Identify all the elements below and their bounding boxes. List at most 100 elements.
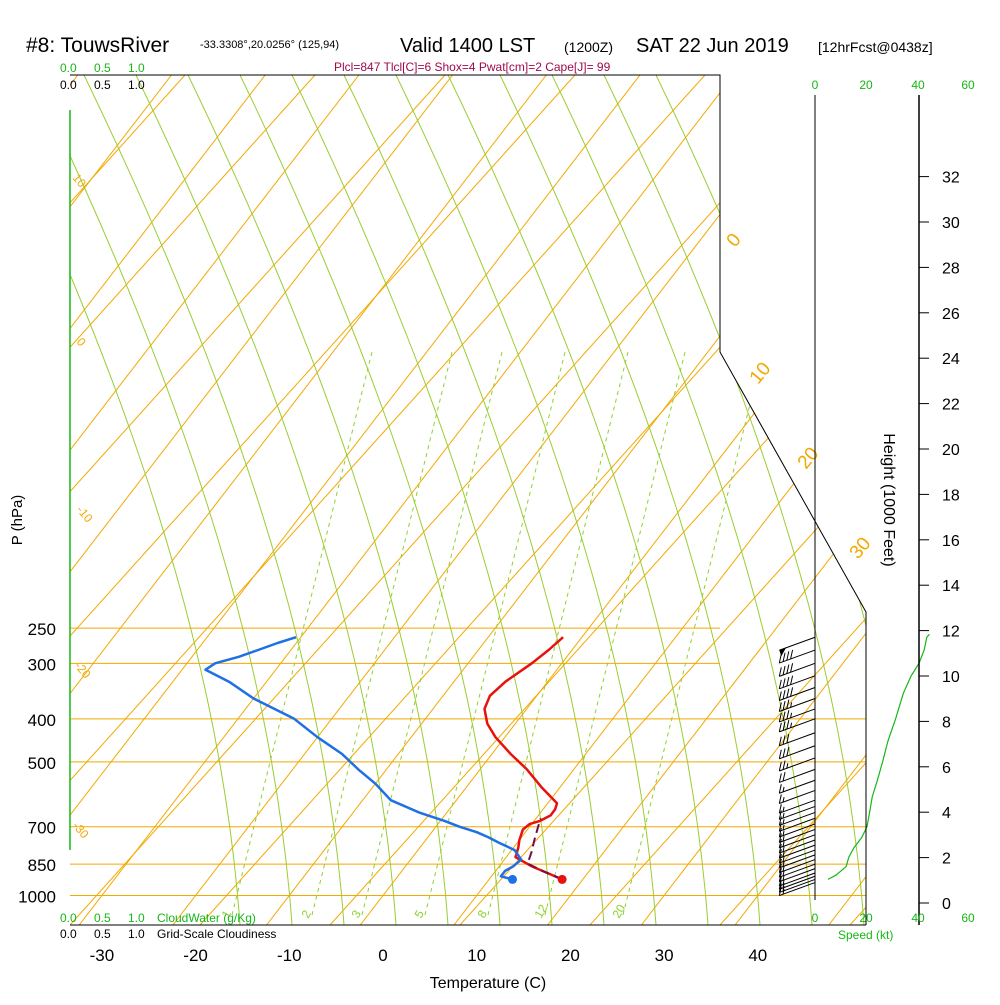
temperature-tick-label: 40 (748, 946, 767, 965)
wind-barb-staff (779, 687, 816, 701)
wind-barb-staff (779, 662, 816, 677)
wind-barb-full (778, 858, 782, 869)
height-tick-label: 12 (942, 624, 960, 641)
dry-adiabat-line (70, 75, 836, 925)
wind-barb (778, 732, 816, 747)
isotherm-line (640, 75, 866, 925)
wind-barb-pennant (779, 647, 787, 657)
wind-barb-staff (779, 868, 816, 883)
height-tick-label: 24 (942, 351, 960, 368)
wind-barb-half (782, 786, 785, 792)
mixing-ratio-line (231, 351, 373, 916)
wind-barb-staff (779, 789, 816, 804)
height-tick-label: 4 (942, 805, 951, 822)
height-tick-label: 0 (942, 896, 951, 913)
wind-barb-half (782, 830, 785, 836)
moist-adiabat-line (239, 75, 501, 925)
wind-barb-full (778, 876, 782, 887)
wind-barb (778, 675, 816, 690)
wind-barb-full (778, 804, 782, 814)
wind-barb (778, 687, 816, 701)
wind-barb-half (782, 812, 785, 819)
height-tick-label: 32 (942, 170, 960, 187)
wind-barb-staff (779, 834, 816, 849)
wind-barb (778, 779, 816, 794)
wind-barb-half (782, 836, 785, 842)
speed-tick-label: 40 (911, 78, 925, 92)
wind-barb-full (790, 649, 794, 660)
wind-barb-staff (779, 849, 816, 864)
wind-barb-full (782, 721, 786, 731)
temperature-tick-label: 30 (655, 946, 674, 965)
wind-barb-half (782, 879, 785, 885)
chart-title-coords: -33.3308°,20.0256° (125,94) (200, 39, 339, 51)
wind-barb-full (778, 773, 782, 783)
wind-barb-staff (779, 779, 816, 794)
wind-barb-staff (779, 675, 816, 690)
height-tick-label: 18 (942, 487, 960, 504)
wind-barb-staff (779, 839, 816, 854)
wind-barb-full (782, 771, 786, 782)
wind-barb-full (778, 810, 782, 820)
wind-barb (778, 805, 816, 820)
wind-barb-half (790, 702, 793, 708)
wind-barb-full (782, 711, 786, 721)
wind-barb-staff (779, 708, 816, 723)
wind-barb-staff (779, 875, 816, 890)
wind-barb-half (786, 763, 789, 769)
temperature-tick-label: 10 (467, 946, 486, 965)
temperature-tick-label: 0 (378, 946, 387, 965)
wind-barb-full (778, 838, 782, 848)
cloudwater-scale-label: 1.0 (128, 61, 145, 75)
moist-adiabat-line (187, 75, 449, 925)
wind-barb (778, 823, 816, 838)
isotherm-line (70, 75, 547, 925)
pressure-tick-label: 700 (28, 819, 56, 838)
plot-frame (70, 74, 867, 925)
moist-adiabat-line (655, 75, 866, 925)
temperature-tick-label: 20 (561, 946, 580, 965)
wind-barb (778, 844, 816, 859)
wind-barb-staff (779, 882, 816, 897)
wind-barb-full (782, 652, 786, 662)
dewpoint-line (204, 636, 523, 881)
wind-barb-full (778, 880, 782, 890)
height-axis-title: Height (1000 Feet) (880, 433, 897, 566)
y-axis-title: P (hPa) (9, 495, 26, 546)
grid-clip (70, 75, 866, 925)
wind-barb-half (782, 841, 785, 847)
mixing-ratio-line (424, 351, 566, 916)
wind-barb-full (778, 827, 782, 838)
mixing-ratio-label: 8 (474, 907, 490, 920)
wind-barb-full (786, 733, 790, 744)
wind-barb-full (778, 722, 782, 732)
wind-barb-full (786, 676, 790, 687)
wind-barb (778, 757, 816, 772)
temperature-line (483, 636, 564, 881)
chart-title-station: #8: TouwsRiver (26, 34, 169, 57)
wind-barb-staff (779, 768, 816, 783)
wind-barb (778, 839, 816, 854)
wind-barb-full (790, 687, 794, 697)
dry-adiabat-line (199, 75, 866, 925)
wind-barb-half (782, 889, 785, 895)
wind-barb-full (778, 712, 782, 723)
wind-barb-half (782, 818, 785, 825)
wind-barb-half (782, 882, 785, 889)
cloudwater-scale-label: 0.5 (94, 911, 111, 925)
chart-title-valid: Valid 1400 LST (400, 35, 535, 57)
wind-barb-full (782, 748, 786, 758)
isotherm-line (547, 75, 866, 925)
wind-barb-full (782, 665, 786, 676)
isotherm-label-left: -30 (70, 819, 92, 842)
wind-barb (778, 868, 816, 883)
wind-barb (778, 811, 816, 826)
isotherm-label: 10 (746, 359, 776, 389)
moist-adiabat-line (603, 75, 865, 925)
wind-barb-full (778, 822, 782, 832)
wind-barb (778, 872, 816, 887)
chart-title-zulu: (1200Z) (564, 39, 613, 55)
mixing-ratio-line (487, 351, 629, 916)
wind-barb-full (778, 749, 782, 759)
